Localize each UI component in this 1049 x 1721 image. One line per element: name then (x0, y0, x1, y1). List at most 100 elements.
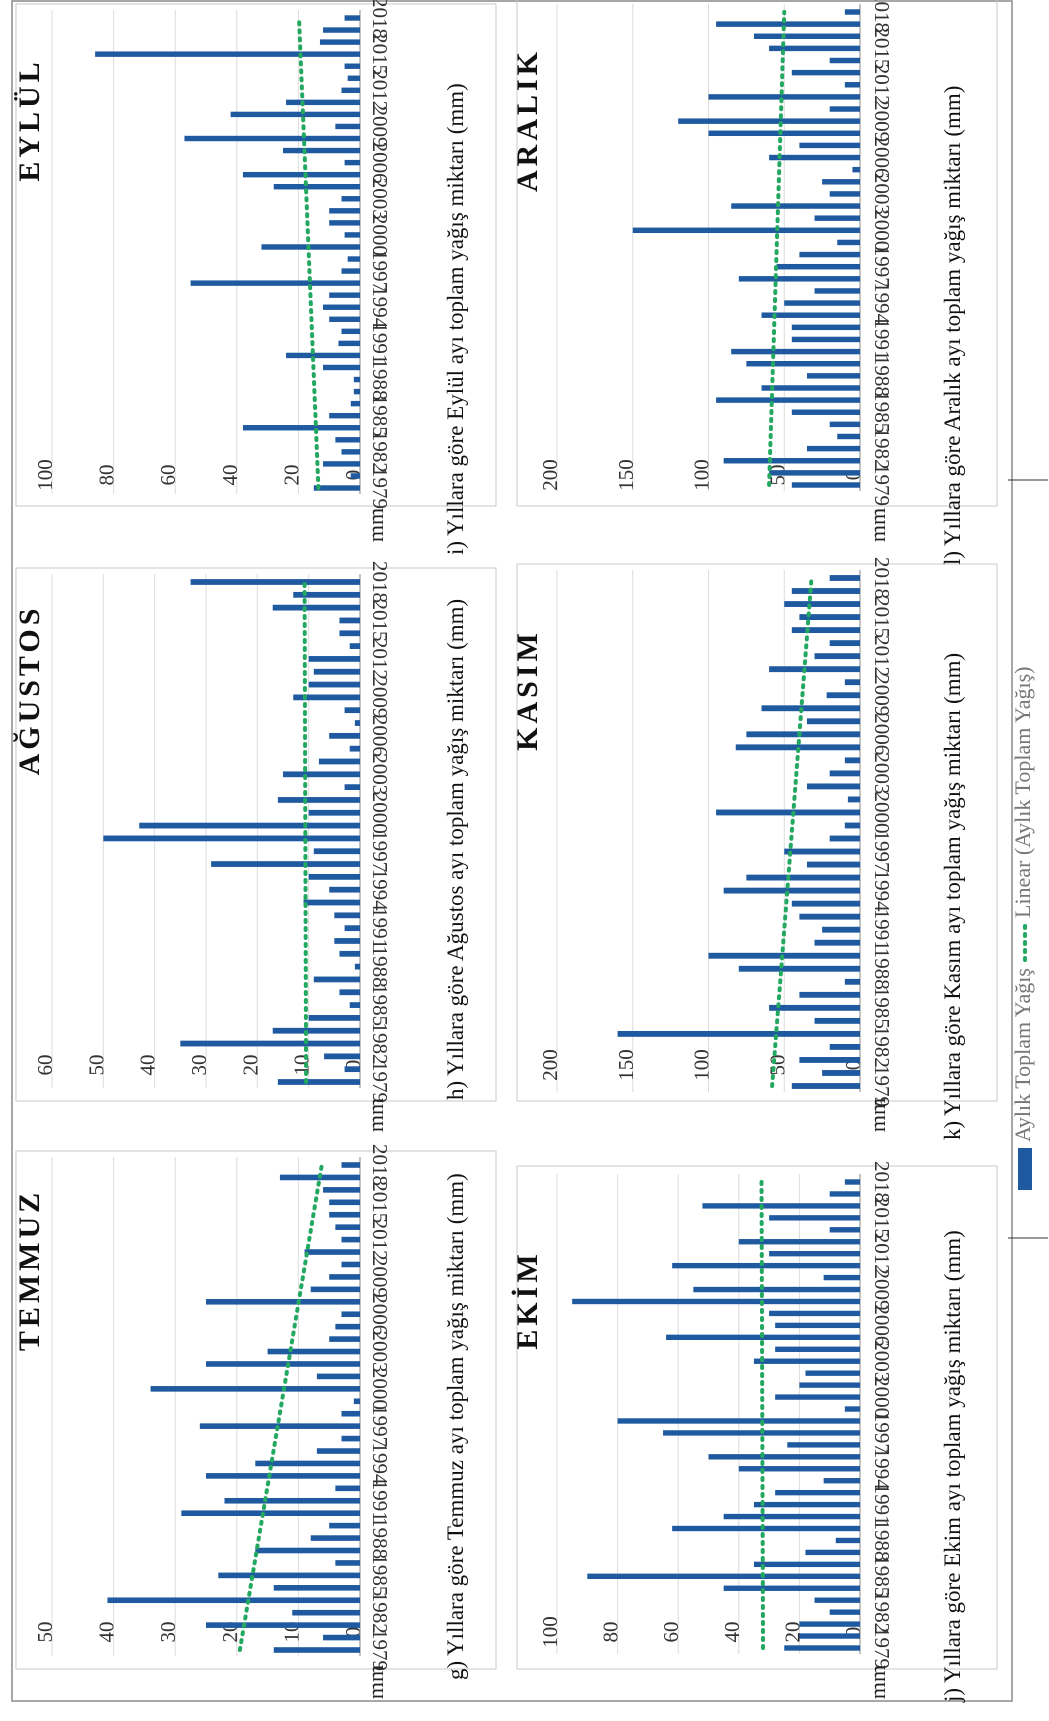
bar-2006 (775, 1322, 860, 1329)
trend-line (759, 1180, 766, 1650)
bar-2008 (184, 135, 360, 142)
bar-1982 (292, 1609, 360, 1616)
bar-2003 (283, 771, 360, 778)
year-tick-label: 1991 (870, 318, 894, 360)
bar-2012 (341, 87, 360, 94)
bar-2006 (329, 732, 360, 739)
bar-2004 (822, 179, 860, 185)
bar-2011 (313, 668, 360, 675)
year-tick-label: 1994 (368, 286, 392, 329)
bar-2013 (349, 643, 360, 649)
year-tick-label: 2009 (870, 100, 894, 142)
year-tick-label: 1991 (368, 907, 392, 949)
bar-2008 (761, 705, 860, 712)
panel-caption: k) Yıllara göre Kasım ayı toplam yağış m… (940, 653, 965, 1140)
year-tick-label: 2012 (870, 1233, 894, 1275)
year-tick-label: 1985 (368, 1554, 392, 1596)
bar-1993 (791, 900, 860, 907)
value-tick-label: 80 (95, 465, 119, 486)
year-tick-label: 2006 (368, 1293, 392, 1335)
year-tick-label: 1985 (368, 395, 392, 437)
bar-1995 (708, 1454, 860, 1460)
year-tick-label: 2018 (368, 1144, 392, 1186)
bar-2010 (844, 679, 860, 686)
year-tick-label: 2006 (368, 142, 392, 184)
bar-1991 (338, 340, 360, 347)
bar-2018 (844, 1179, 860, 1185)
year-tick-label: 2012 (870, 635, 894, 677)
bar-1979 (273, 1647, 360, 1653)
panel-frame (516, 563, 998, 1102)
value-tick-label: 100 (690, 1049, 714, 1081)
bar-1999 (837, 239, 860, 246)
bar-2007 (806, 718, 860, 725)
bar-1999 (844, 822, 860, 829)
panel-title: KASIM (511, 629, 544, 751)
y-unit-label: mm (363, 508, 388, 542)
year-tick-label: 1985 (368, 984, 392, 1026)
value-tick-label: 100 (690, 459, 714, 491)
year-tick-label: 1994 (870, 1448, 894, 1491)
value-tick-label: 40 (218, 465, 242, 486)
bar-1982 (180, 1040, 360, 1047)
panel-k: 0 50 100 150 200 1979198219851988199119941997… (511, 557, 998, 1140)
legend: Aylık Toplam Yağış Linear (Aylık Toplam Y… (1008, 479, 1048, 1239)
bar-2013 (738, 1239, 860, 1245)
year-tick-label: 1997 (368, 1405, 392, 1447)
bar-1980 (350, 473, 360, 479)
bar-1994 (784, 300, 860, 306)
year-tick-label: 2015 (368, 1181, 392, 1223)
year-tick-label: 2000 (870, 1376, 894, 1418)
bar-1985 (769, 1004, 860, 1011)
trend-line (302, 580, 309, 1084)
bar-1992 (775, 1489, 860, 1496)
bar-2006 (746, 731, 860, 738)
bar-2017 (716, 21, 860, 27)
bar-1981 (206, 1622, 360, 1628)
panel-title: AĞUSTOS (13, 605, 46, 776)
year-tick-label: 1997 (870, 246, 894, 288)
bar-1996 (738, 276, 860, 282)
bar-2010 (823, 1274, 860, 1281)
bar-2002 (206, 1361, 360, 1367)
bar-2004 (273, 184, 360, 190)
value-tick-label: 100 (538, 1616, 562, 1648)
bar-2014 (829, 1227, 860, 1233)
bar-2009 (678, 118, 860, 124)
bar-1989 (323, 364, 360, 371)
bar-2003 (341, 196, 360, 202)
bar-1981 (324, 1053, 360, 1060)
bar-2007 (283, 147, 360, 154)
year-tick-label: 2006 (870, 713, 894, 755)
bar-1992 (799, 913, 860, 920)
bar-2008 (310, 1286, 360, 1293)
bar-1980 (344, 1066, 360, 1073)
value-tick-label: 60 (156, 465, 180, 486)
trend-line (767, 10, 787, 487)
bar-2015 (339, 617, 360, 624)
year-tick-label: 1982 (368, 1592, 392, 1634)
bar-2018 (190, 579, 360, 585)
value-tick-label: 150 (614, 1049, 638, 1081)
bar-1993 (303, 899, 360, 906)
bar-2012 (814, 653, 860, 660)
year-tick-label: 2015 (368, 33, 392, 75)
bar-1998 (799, 251, 860, 258)
bar-2016 (702, 1203, 860, 1209)
bar-1982 (829, 1609, 860, 1615)
bar-2017 (293, 591, 360, 598)
bar-1979 (313, 485, 360, 491)
year-tick-label: 1991 (368, 1480, 392, 1522)
year-tick-label: 2015 (870, 1197, 894, 1239)
figure-frame (11, 0, 1013, 1702)
value-tick-label: 0 (841, 1627, 865, 1638)
year-tick-label: 2018 (870, 1161, 894, 1203)
bar-2005 (349, 745, 360, 752)
panel-l: 0501001502001979198219851988199119941997… (511, 0, 998, 565)
bar-2002 (731, 203, 860, 209)
year-tick-label: 1979 (870, 464, 894, 506)
value-tick-label: 10 (290, 1055, 314, 1076)
bar-2011 (769, 666, 860, 673)
bar-2000 (308, 809, 360, 816)
panel-title: TEMMUZ (13, 1189, 46, 1351)
